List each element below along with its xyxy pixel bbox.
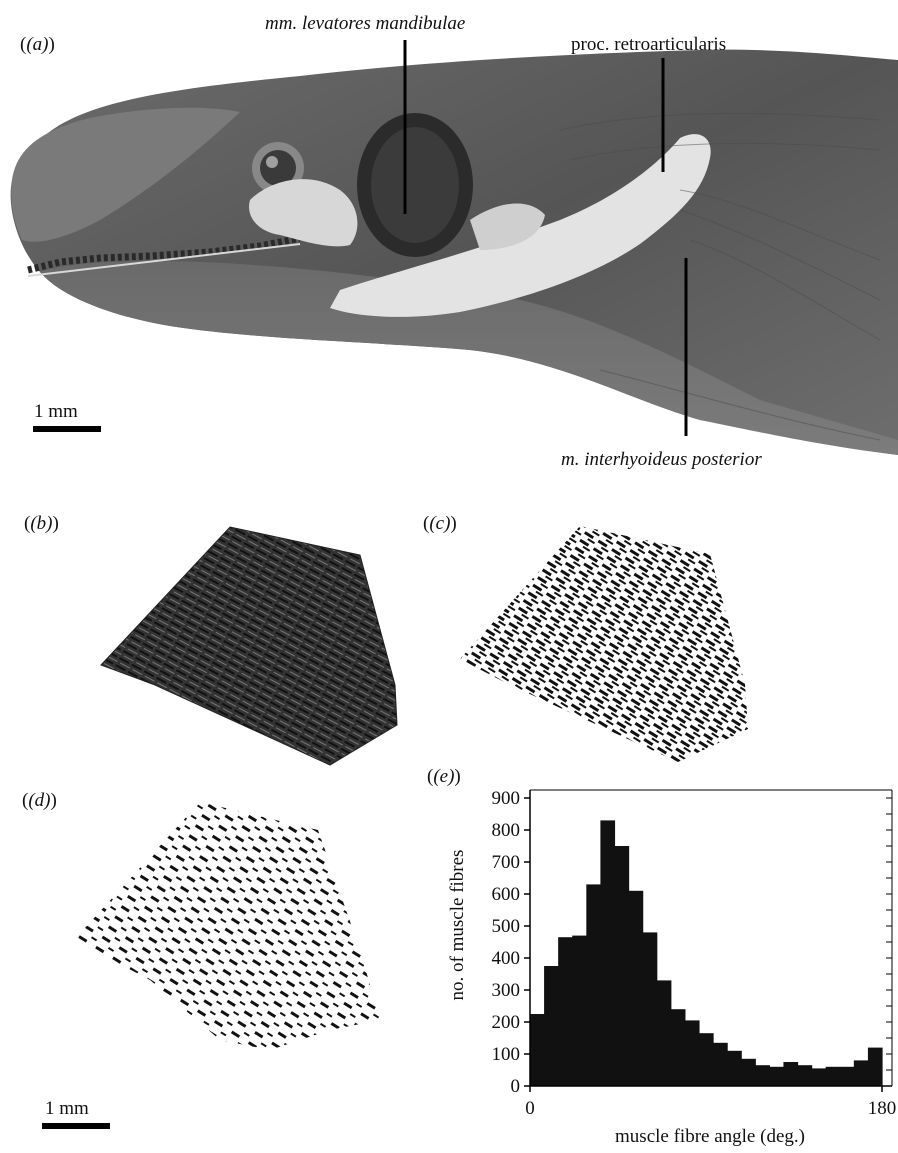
panel-label-b: ((b)) [24,513,59,534]
muscle-block-b [100,526,398,766]
retroarticular-process [330,134,711,317]
histogram-bar [825,1066,841,1086]
histogram-bar [811,1068,827,1086]
histogram-bar [769,1066,785,1086]
panel-letter-b: (b) [30,513,53,534]
panel-label-e: ((e)) [427,766,461,787]
panel-letter-e: (e) [433,766,455,787]
histogram-bar [614,846,630,1086]
panel-letter-a: (a) [26,34,49,55]
histogram-bar [727,1050,742,1086]
histogram-bars [530,820,883,1086]
y-tick-label: 500 [492,916,521,937]
histogram-bar [698,1033,714,1086]
x-tick-label: 180 [868,1098,897,1119]
scale-bar-bottom-label: 1 mm [45,1098,89,1119]
histogram-bar [572,935,587,1086]
histogram-bar [600,820,616,1086]
panel-letter-d: (d) [28,790,51,811]
tooth-row [27,234,301,274]
y-tick-label: 300 [492,980,521,1001]
y-tick-label: 900 [492,788,521,809]
label-retroarticularis: proc. retroarticularis [571,34,727,55]
histogram-axes [529,789,893,1087]
y-axis-title: no. of muscle fibres [447,850,468,1001]
y-tick-label: 600 [492,884,521,905]
histogram-bar [656,980,672,1086]
histogram-bar [628,890,644,1086]
histogram-bar [586,884,601,1086]
panel-label-a: ((a)) [20,34,55,55]
histogram-bar [558,937,573,1086]
lower-jaw [40,261,898,455]
callout-lines [33,40,688,436]
snout [11,107,241,242]
histogram-bar [713,1042,728,1086]
y-tick-label: 700 [492,852,521,873]
histogram-bar [839,1066,855,1086]
y-tick-label: 400 [492,948,521,969]
x-axis-title: muscle fibre angle (deg.) [615,1126,805,1147]
label-levatores: mm. levatores mandibulae [265,13,466,34]
panel-letter-c: (c) [429,513,451,534]
histogram-bar [741,1058,756,1086]
y-tick-label: 100 [492,1044,521,1065]
histogram-bar [544,966,559,1086]
panel-label-d: ((d)) [22,790,57,811]
muscle-block-d [74,802,380,1050]
histogram-bar [530,1014,545,1086]
scale-bar-top-label: 1 mm [34,401,78,422]
histogram-bar [670,1009,686,1086]
y-tick-label: 200 [492,1012,521,1033]
x-tick-label: 0 [525,1098,535,1119]
histogram-bar [853,1060,869,1086]
y-tick-labels: 0 100 200 300 400 500 600 700 800 900 [492,788,530,1097]
histogram-bar [642,932,658,1086]
y-tick-label: 0 [511,1076,521,1097]
histogram-bar [684,1020,700,1086]
histogram-bar [867,1047,883,1086]
y-tick-label: 800 [492,820,521,841]
panel-label-c: ((c)) [423,513,457,534]
label-interhyoideus: m. interhyoideus posterior [561,449,762,470]
histogram-bar [755,1065,770,1086]
x-tick-labels: 0 180 [525,1086,896,1119]
muscle-block-c [460,526,748,762]
histogram-bar [783,1062,799,1086]
scale-bar-top [33,426,101,432]
specimen-head-image [10,49,898,455]
histogram-bar [797,1065,813,1086]
cartilage-orbit [249,179,358,247]
